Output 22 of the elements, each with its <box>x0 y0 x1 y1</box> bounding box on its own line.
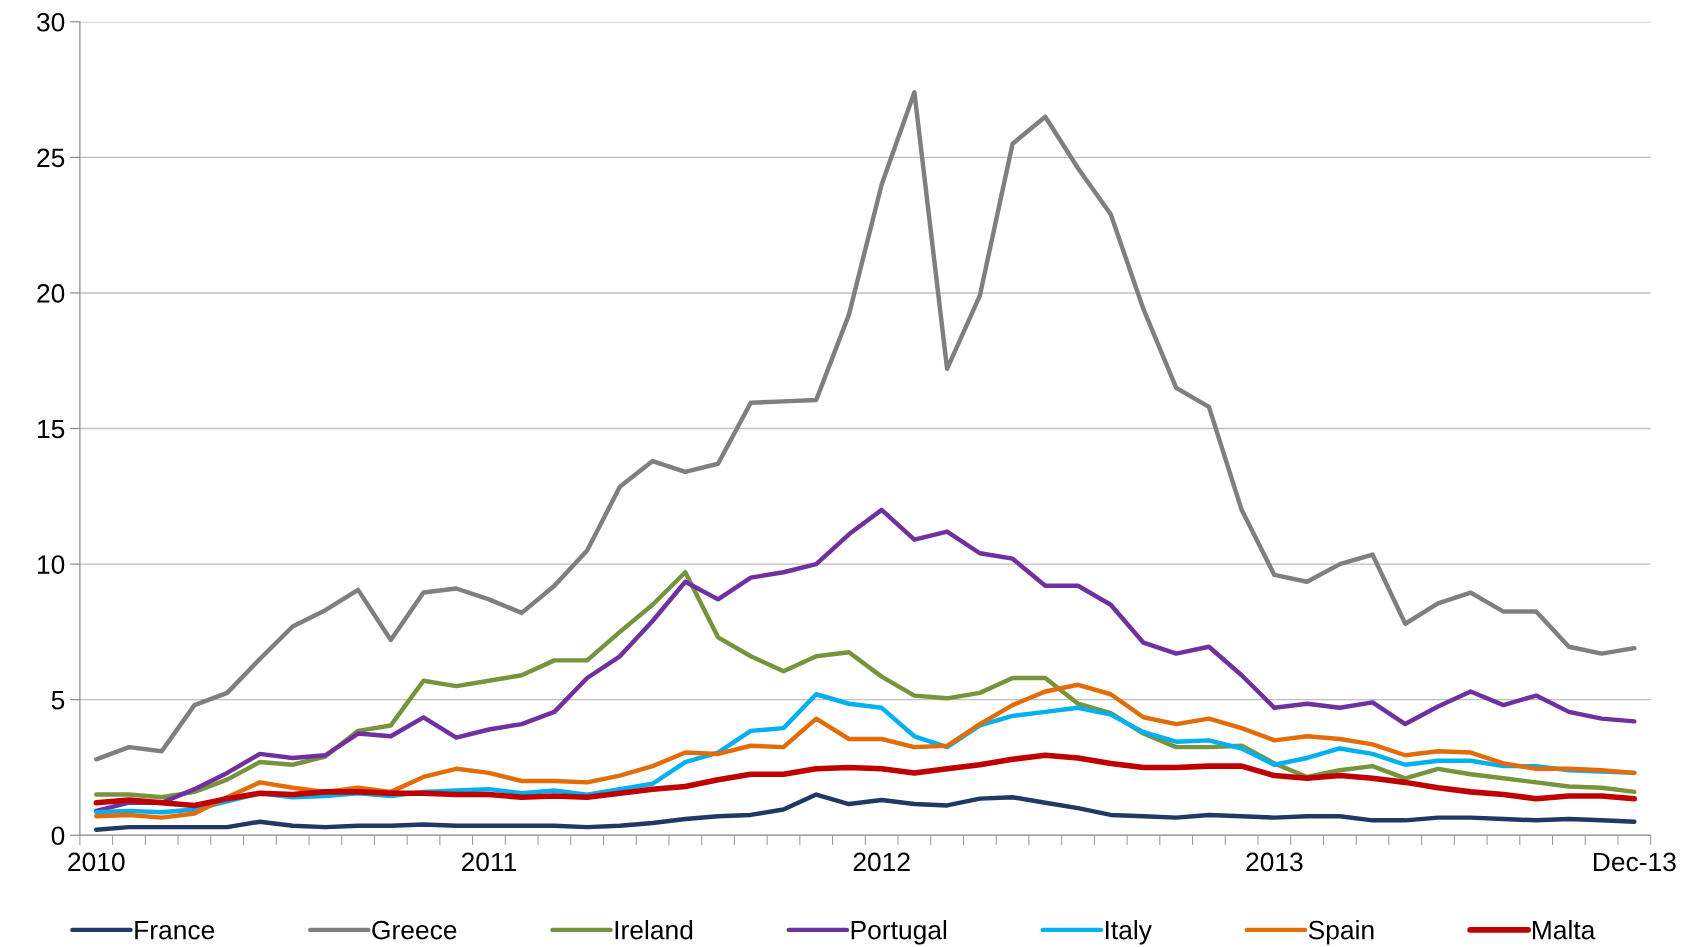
line-series <box>94 90 1637 762</box>
x-tick-label: 2013 <box>1246 852 1303 872</box>
legend-label: Greece <box>372 920 457 940</box>
x-tick-label: 2012 <box>853 852 910 872</box>
legend-label: Italy <box>1105 920 1152 945</box>
legend-label: Ireland <box>615 920 693 940</box>
y-tick-label: 10 <box>37 555 65 574</box>
x-tick-label: 2010 <box>68 852 125 872</box>
legend-label: Spain <box>1308 920 1374 945</box>
y-tick-label: 20 <box>37 284 65 303</box>
legend-label: France <box>135 920 215 940</box>
line-series <box>94 507 1637 814</box>
legend-label: Portugal <box>851 920 947 945</box>
legend-label: Malta <box>1532 920 1596 940</box>
y-tick-label: 5 <box>51 691 65 710</box>
x-tick-label: Dec-13 <box>1593 852 1676 872</box>
y-tick-label: 0 <box>51 826 65 846</box>
x-tick-label: 2011 <box>461 852 517 872</box>
y-tick-label: 30 <box>36 12 65 32</box>
line-series <box>94 792 1637 833</box>
y-tick-label: 25 <box>37 148 65 168</box>
y-tick-label: 15 <box>37 419 65 439</box>
